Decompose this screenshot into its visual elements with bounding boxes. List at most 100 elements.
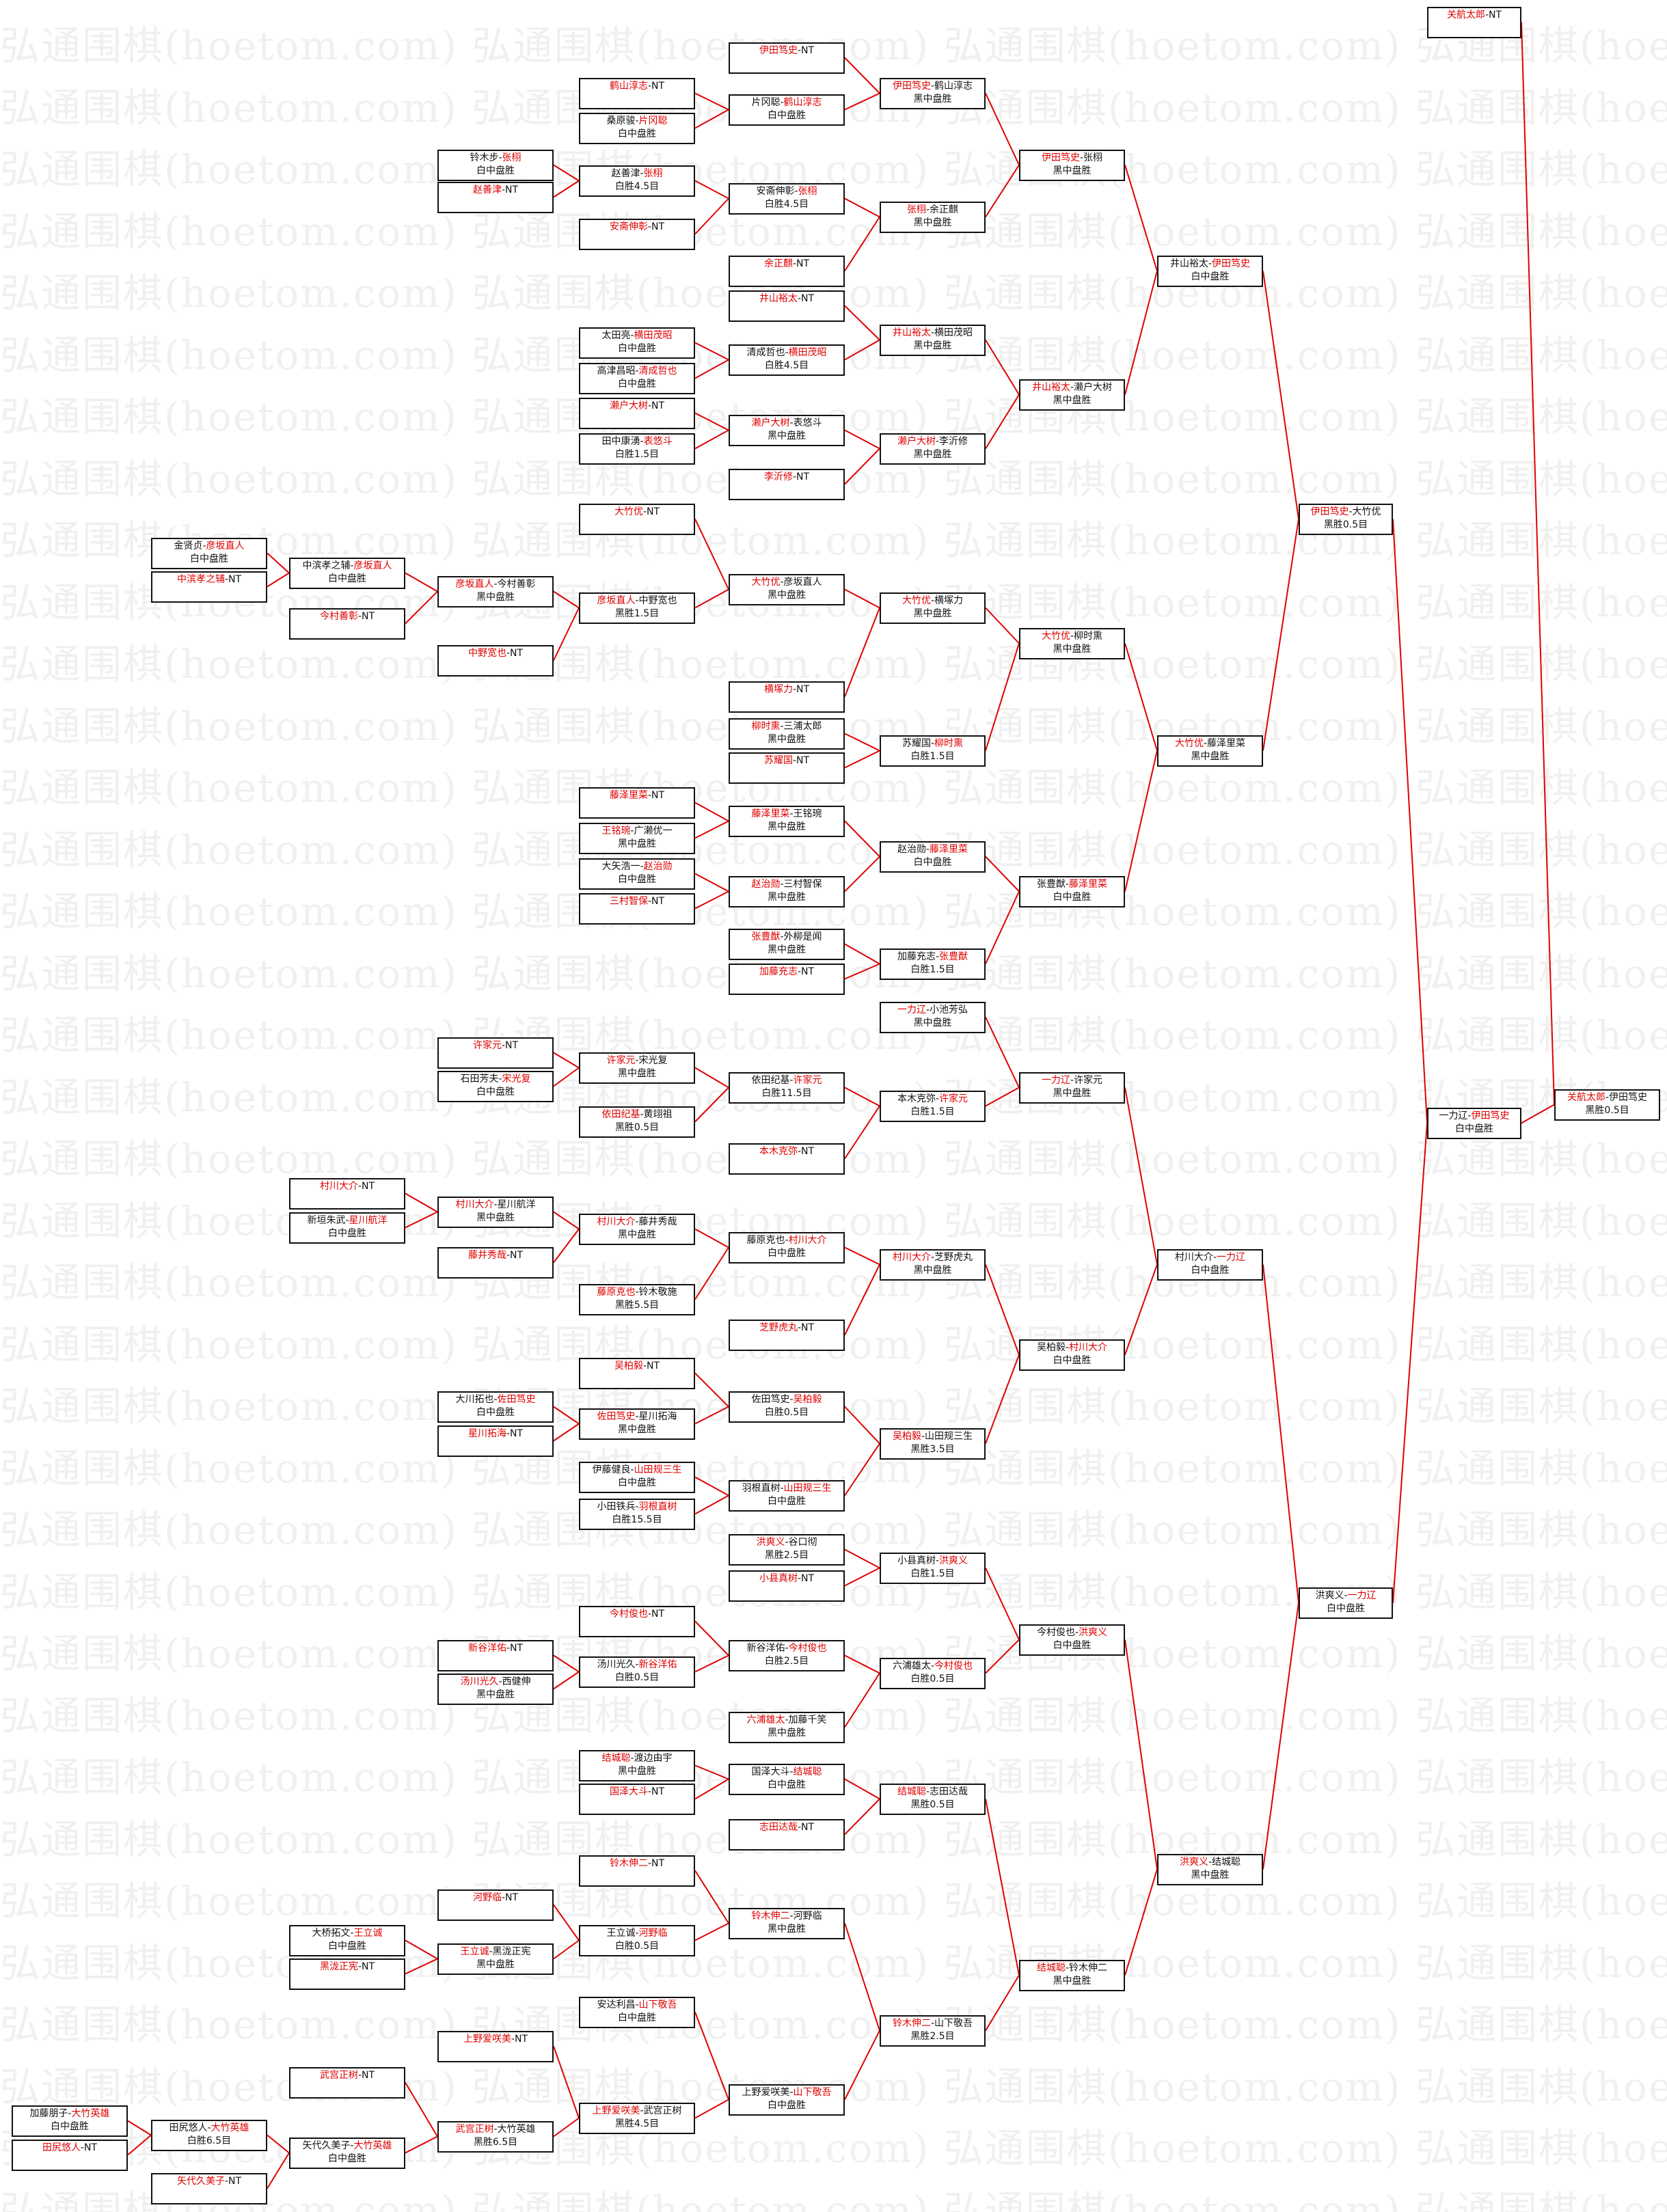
winner-name: 许家元	[606, 1055, 636, 1066]
bye-label: NT	[510, 648, 524, 659]
result-text: 黑胜0.5目	[1323, 519, 1368, 530]
players-line: 铃木步-张栩	[439, 152, 552, 165]
separator: -	[1079, 152, 1084, 163]
winner-name: 村川大介	[597, 1216, 636, 1227]
players-line: 吴柏毅-山田规三生	[881, 1430, 984, 1443]
winner-name: 芝野虎丸	[759, 1322, 798, 1333]
separator: -	[506, 648, 511, 659]
match-box: 太田亮-横田茂昭 白中盘胜	[579, 327, 695, 359]
result-text: 黑胜2.5目	[910, 2031, 955, 2042]
separator: -	[647, 1786, 652, 1797]
players-line: 大竹优-NT	[580, 506, 694, 519]
winner-name: 伊田笃史	[1471, 1110, 1510, 1121]
match-box: 六浦雄太-加藤千笑 黑中盘胜	[729, 1712, 845, 1743]
result-text: 白胜0.5目	[614, 1941, 660, 1952]
player-name: 大竹优	[1352, 506, 1381, 517]
players-line: 河野临-NT	[439, 1892, 552, 1904]
player-name: 今村俊也	[1036, 1627, 1075, 1638]
players-line: 赵治勋-藤泽里菜	[881, 843, 984, 856]
player-name: 井山裕太	[1169, 258, 1208, 269]
match-box: 依田纪基-许家元 白胜11.5目	[729, 1072, 845, 1104]
separator: -	[501, 185, 506, 195]
separator: -	[1605, 1092, 1610, 1103]
separator: -	[1348, 506, 1353, 517]
connector-line	[844, 943, 880, 965]
connector-line	[985, 1974, 1020, 2032]
players-line: 安斋伸彰-NT	[580, 221, 694, 234]
match-box: 井山裕太-濑户大树 黑中盘胜	[1019, 379, 1125, 411]
match-box: 张豊猷-藤泽里菜 白中盘胜	[1019, 876, 1125, 907]
result-text: 白中盘胜	[618, 379, 656, 390]
players-line: 井山裕太-横田茂昭	[881, 327, 984, 340]
bye-entry-box: 今村俊也-NT	[579, 1606, 695, 1637]
connector-line	[844, 216, 880, 272]
players-line: 加藤充志-NT	[730, 966, 843, 979]
separator: -	[921, 1431, 925, 1442]
players-line: 村川大介-藤井秀哉	[580, 1216, 694, 1229]
bye-entry-box: 国泽大斗-NT	[579, 1784, 695, 1815]
connector-line	[844, 1406, 880, 1445]
player-name: 村川大介	[1174, 1252, 1213, 1263]
players-line: 铃木伸二-NT	[580, 1857, 694, 1870]
bye-entry-box: 河野临-NT	[437, 1889, 554, 1921]
connector-line	[694, 1764, 729, 1780]
player-name: 大桥拓文	[312, 1928, 351, 1939]
separator: -	[789, 1075, 794, 1086]
winner-name: 小县真树	[759, 1573, 798, 1584]
match-box: 铃木伸二-山下敬吾 黑胜2.5目	[880, 2015, 986, 2047]
players-line: 新谷洋佑-NT	[439, 1642, 552, 1655]
separator: -	[498, 152, 502, 163]
players-line: 关航太郎-NT	[1428, 9, 1520, 22]
separator: -	[635, 1999, 639, 2010]
players-line: 许家元-宋光复	[580, 1054, 694, 1067]
separator: -	[1344, 1590, 1348, 1601]
players-line: 本木克弥-许家元	[881, 1093, 984, 1106]
separator: -	[1208, 258, 1212, 269]
result-text: 白中盘胜	[476, 1407, 515, 1418]
result-text: 黑中盘胜	[1053, 165, 1092, 176]
players-line: 新垣朱武-星川航洋	[290, 1214, 404, 1227]
connector-line	[844, 429, 880, 450]
bye-label: NT	[515, 2034, 528, 2045]
players-line: 矢代久美子-大竹英雄	[290, 2140, 404, 2153]
match-box: 新垣朱武-星川航洋 白中盘胜	[289, 1212, 405, 1244]
match-box: 苏耀国-柳时熏 白胜1.5目	[880, 735, 986, 767]
connector-line	[694, 180, 729, 200]
match-box: 村川大介-芝野虎丸 黑中盘胜	[880, 1249, 986, 1281]
bye-label: NT	[510, 1643, 524, 1654]
separator: -	[925, 204, 930, 215]
separator: -	[357, 1181, 362, 1192]
player-name: 河野临	[793, 1911, 822, 1922]
connector-line	[985, 856, 1020, 892]
separator: -	[925, 1786, 930, 1797]
match-box: 矢代久美子-大竹英雄 白中盘胜	[289, 2138, 405, 2169]
connector-line	[405, 572, 438, 592]
players-line: 武宫正树-大竹英雄	[439, 2123, 552, 2136]
separator: -	[789, 1394, 794, 1405]
connector-line	[553, 1052, 580, 1069]
players-line: 安斋伸彰-张栩	[730, 185, 843, 198]
bye-label: NT	[801, 966, 815, 977]
match-box: 洪爽义-谷口彻 黑胜2.5目	[729, 1534, 845, 1566]
player-name: 藤泽里菜	[1207, 738, 1246, 749]
winner-name: 一力辽	[897, 1005, 926, 1015]
player-name: 赵善津	[611, 168, 640, 179]
winner-name: 片冈聪	[638, 115, 668, 126]
players-line: 加藤充志-张豊猷	[881, 951, 984, 964]
bye-label: NT	[84, 2142, 98, 2153]
winner-name: 藤井秀哉	[467, 1250, 506, 1261]
players-line: 依田纪基-黄翊祖	[580, 1108, 694, 1121]
connector-line	[1124, 165, 1158, 271]
match-box: 清成哲也-横田茂昭 白胜4.5目	[729, 344, 845, 376]
match-box: 羽根直树-山田规三生 白中盘胜	[729, 1480, 845, 1512]
player-name: 依田纪基	[751, 1075, 790, 1086]
winner-name: 洪爽义	[756, 1537, 785, 1548]
winner-name: 宋光复	[502, 1074, 531, 1084]
result-text: 黑中盘胜	[1191, 1870, 1230, 1881]
match-box: 井山裕太-横田茂昭 黑中盘胜	[880, 325, 986, 356]
winner-name: 矢代久美子	[176, 2176, 225, 2187]
result-text: 黑中盘胜	[913, 1018, 952, 1028]
match-box: 一力辽-伊田笃史 白中盘胜	[1427, 1108, 1521, 1139]
separator: -	[780, 931, 784, 942]
